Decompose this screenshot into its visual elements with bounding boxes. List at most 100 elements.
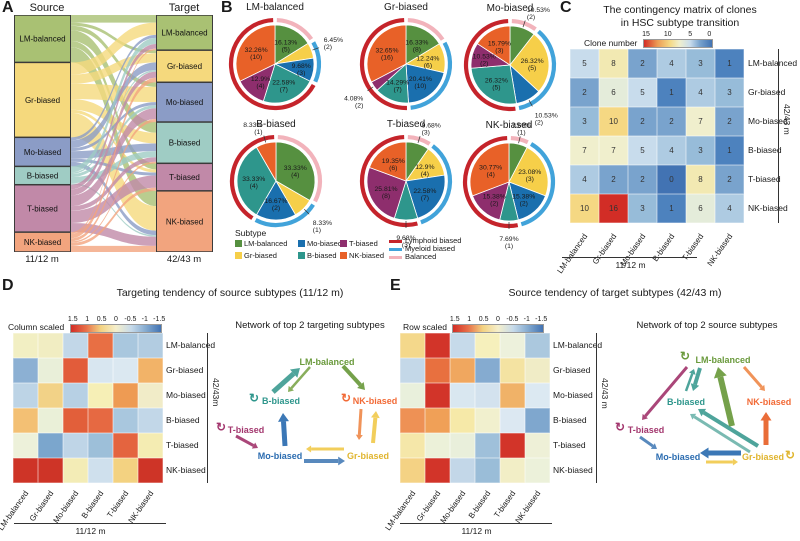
tspan: (2) [480, 60, 488, 67]
matrix-row-label: T-biased [748, 174, 781, 184]
network-node-label: B-biased [262, 396, 300, 406]
clone-number-label: Clone number [584, 38, 638, 48]
pie-outer-ring-myeloid-biased [410, 41, 453, 110]
network-node-label: LM-balanced [299, 357, 354, 367]
pie-slice-label: 12.9% (4) [415, 164, 434, 178]
pie-label-leader [263, 135, 266, 143]
matrix-cell: 1 [657, 78, 686, 107]
tspan: (4) [487, 171, 495, 178]
network-self-loop-icon: ↻ [249, 391, 259, 405]
tspan: 20.41% [409, 76, 432, 83]
pie-slice-label: 25.81% (8) [375, 186, 398, 200]
network-arrowhead [760, 412, 772, 421]
tspan: 9.68% [292, 63, 311, 70]
tspan: (1) [313, 227, 321, 234]
tspan: (4) [421, 171, 429, 178]
colorbar-tick: 15 [642, 31, 650, 38]
tspan: (4) [250, 183, 258, 190]
pie-slice-label: 12.9% (4) [251, 76, 270, 90]
tspan: (5) [492, 85, 500, 92]
heatmap-cell [500, 383, 525, 408]
pie-slice-label: 10.53% (2) [473, 53, 496, 67]
tspan: (4) [256, 83, 264, 90]
tspan: (7) [421, 195, 429, 202]
heatmap-cell [450, 333, 475, 358]
network-arrowhead [370, 411, 380, 419]
pie-slice [275, 141, 316, 202]
heatmap-cell [475, 433, 500, 458]
pie-slice [405, 63, 445, 104]
network-node-label: Gr-biased [347, 451, 389, 461]
network-node-label: NK-biased [353, 396, 398, 406]
legend-swatch-t-biased [340, 240, 347, 247]
heatmap-cell [525, 333, 550, 358]
tspan: 30.77% [479, 164, 502, 171]
tspan: (4) [291, 172, 299, 179]
heatmap-row-label: NK-biased [166, 465, 206, 475]
network-edge [693, 367, 702, 386]
panel-e-title: Source tendency of target subtypes (42/4… [508, 287, 722, 299]
tspan: 15.38% [512, 194, 535, 201]
tspan: 9.68% [396, 235, 415, 242]
pie-label-leader [528, 100, 533, 107]
tspan: 16.33% [405, 40, 428, 47]
y-axis-bracket [778, 49, 780, 223]
heatmap-cell [63, 358, 88, 383]
tspan: 22.58% [272, 79, 295, 86]
pie-slice-label: 12.24% (6) [416, 55, 439, 69]
network-edge [644, 366, 689, 418]
legend-label: Mo-biased [307, 239, 343, 248]
sankey-ribbon [71, 22, 156, 75]
matrix-cell: 2 [599, 165, 628, 194]
matrix-row-label: LM-balanced [748, 58, 798, 68]
pie-slice [366, 166, 407, 219]
heatmap-cell [138, 433, 163, 458]
matrix-cell: 10 [570, 194, 599, 223]
heatmap-cell [425, 383, 450, 408]
tspan: (3) [526, 176, 534, 183]
heatmap-row-label: NK-biased [553, 465, 593, 475]
tspan: 26.32% [521, 58, 544, 65]
matrix-cell: 3 [715, 78, 744, 107]
network-node-label: B-biased [667, 397, 705, 407]
pie-slice [470, 64, 517, 105]
heatmap-cell [450, 383, 475, 408]
matrix-cell: 16 [599, 194, 628, 223]
tspan: (7) [393, 87, 401, 94]
heatmap-row-label: Gr-biased [553, 365, 591, 375]
heatmap-cell [13, 333, 38, 358]
heatmap-cell [88, 333, 113, 358]
pie-slice-label: 16.67% (2) [264, 198, 287, 212]
tspan: 22.58% [413, 188, 436, 195]
y-axis-bracket [596, 333, 598, 483]
tspan: (3) [297, 70, 305, 77]
sankey-ribbon [71, 161, 156, 243]
colorbar-tick: 1.5 [449, 316, 460, 323]
tspan: 16.13% [274, 40, 297, 47]
pie-slice-label: 26.32% (5) [485, 78, 508, 92]
pie-slice-label-out: 9.68% (3) [422, 122, 441, 136]
heatmap-cell [113, 383, 138, 408]
tspan: 10.53% [527, 7, 550, 14]
heatmap-cell [475, 408, 500, 433]
legend-line-balanced [389, 256, 402, 259]
pie-slice-label-out: 4.08% (2) [344, 96, 363, 110]
sankey-ribbon [71, 30, 156, 133]
pie-slice [235, 24, 276, 82]
panel-a-label: A [2, 0, 14, 16]
heatmap-cell [475, 333, 500, 358]
heatmap-row-label: LM-balanced [166, 340, 216, 350]
network-edge [702, 410, 760, 448]
pie-slice [469, 142, 510, 197]
tspan: 9.68% [422, 122, 441, 129]
pie-slice-label: 9.68% (3) [292, 63, 311, 77]
pie-slice [508, 146, 549, 197]
sankey-source-node-label: B-biased [27, 172, 59, 181]
network-d-title: Network of top 2 targeting subtypes [235, 320, 385, 331]
sankey-source-node [14, 231, 71, 252]
x-axis-time-label: 11/12 m [615, 260, 646, 270]
pie-slice-label: 33.33% (4) [284, 165, 307, 179]
sankey-target-time: 42/43 m [166, 254, 202, 265]
